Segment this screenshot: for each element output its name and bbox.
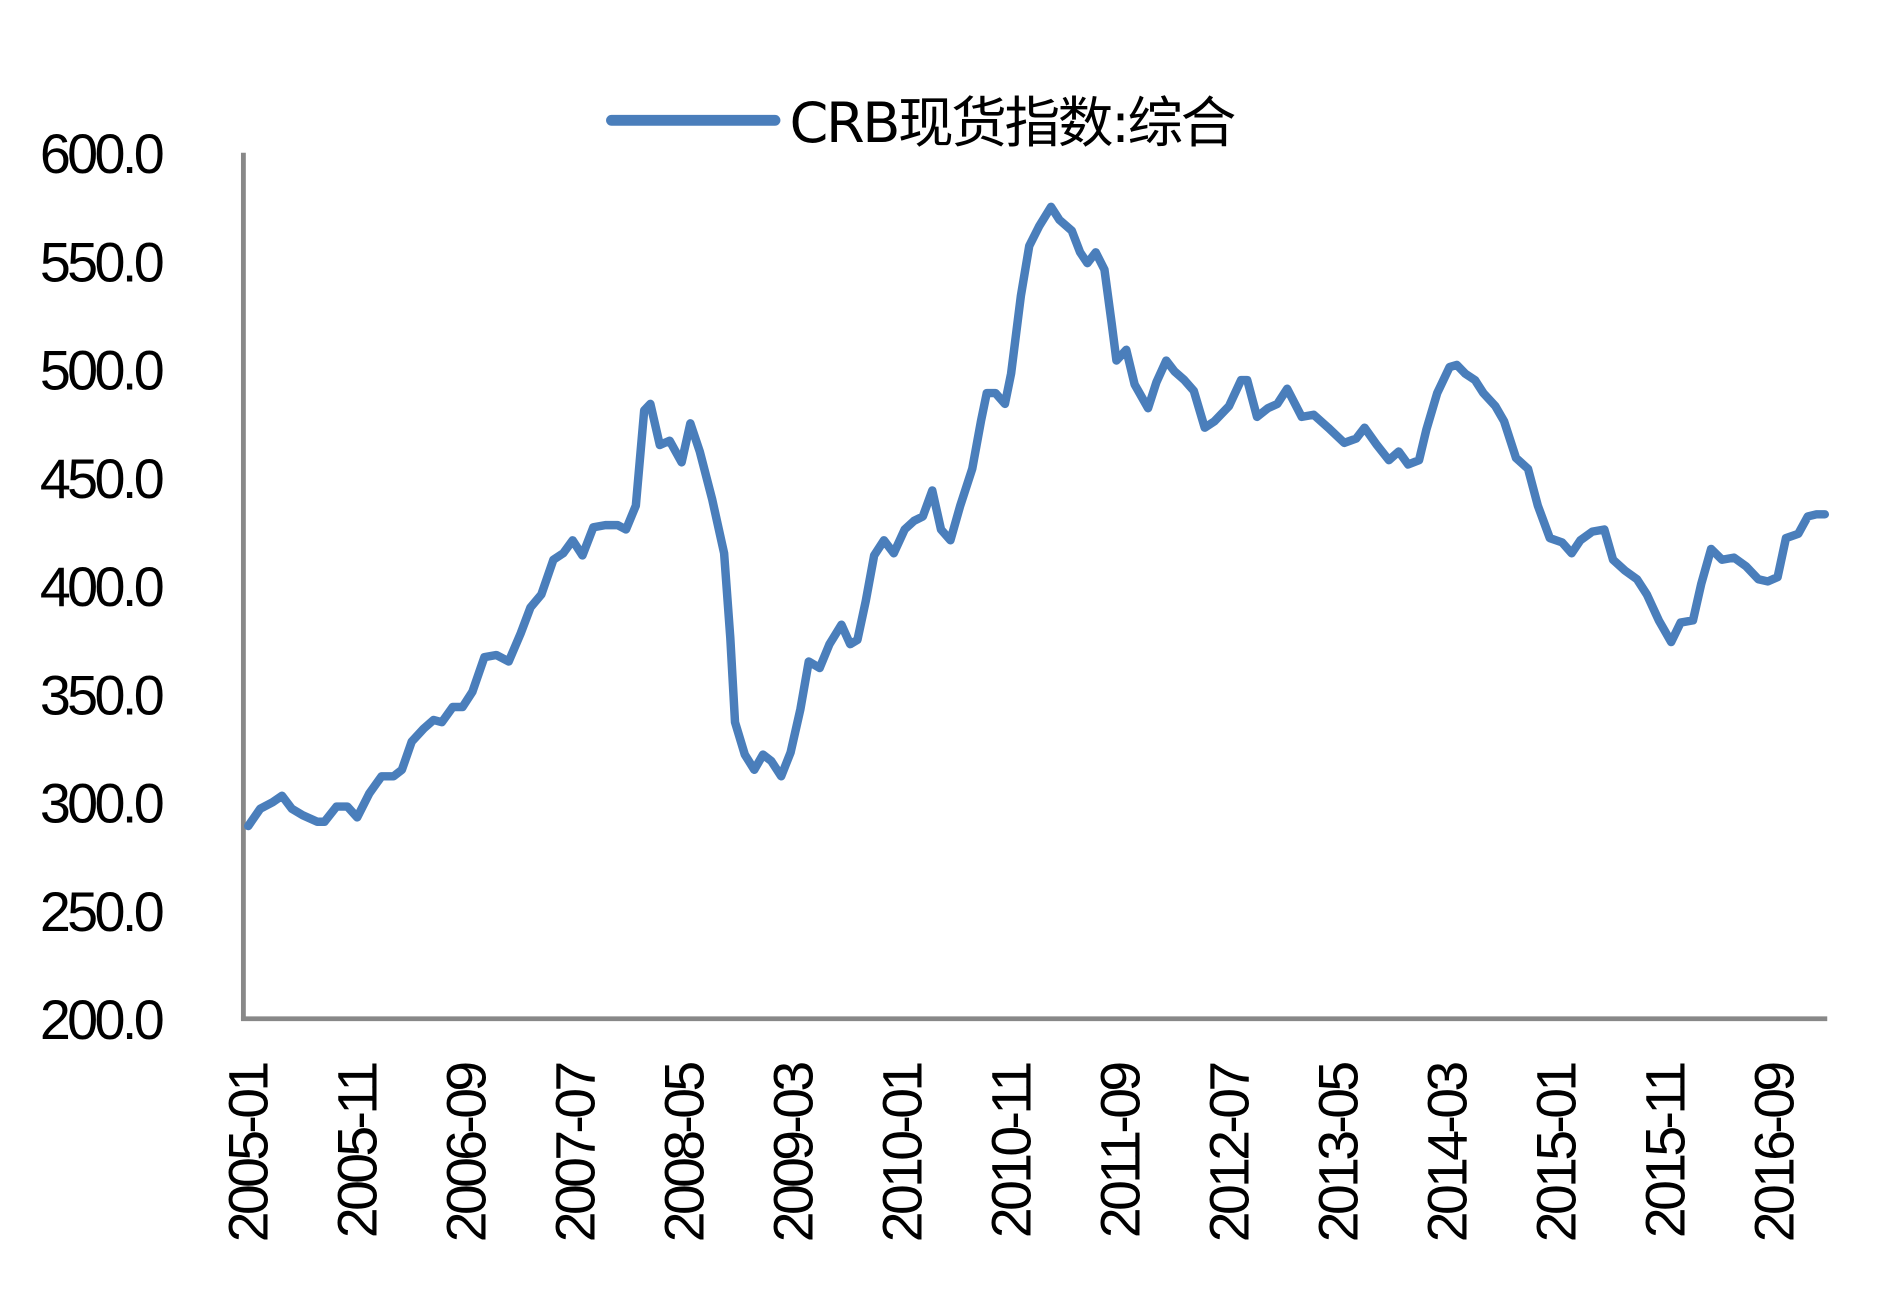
x-tick-label: 2015-11 xyxy=(1634,1063,1696,1238)
x-tick-label: 2010-01 xyxy=(871,1063,933,1242)
x-tick-label: 2011-09 xyxy=(1089,1063,1151,1238)
x-tick-label: 2010-11 xyxy=(980,1063,1042,1238)
x-tick-label: 2005-01 xyxy=(217,1063,279,1242)
y-tick-label: 300.0 xyxy=(40,773,163,835)
x-axis-ticks: 2005-01 2005-11 2006-09 2007-07 2008-05 2009-… xyxy=(217,1063,1805,1242)
y-tick-label: 600.0 xyxy=(40,123,163,185)
x-tick-label: 2015-01 xyxy=(1525,1063,1587,1242)
y-tick-label: 200.0 xyxy=(40,989,163,1051)
x-tick-label: 2012-07 xyxy=(1198,1063,1260,1242)
legend: CRB现货指数:综合 xyxy=(606,91,1237,156)
x-tick-label: 2016-09 xyxy=(1743,1063,1805,1242)
y-axis-ticks: 200.0 250.0 300.0 350.0 400.0 450.0 500.0 550.0… xyxy=(40,123,167,1051)
y-tick-label: 250.0 xyxy=(40,881,163,943)
y-tick-label: 500.0 xyxy=(40,340,163,402)
series-line-crb-spot-index xyxy=(243,202,1830,831)
y-tick-label: 350.0 xyxy=(40,665,163,727)
x-tick-label: 2006-09 xyxy=(435,1063,497,1242)
x-tick-label: 2013-05 xyxy=(1307,1063,1369,1242)
legend-label: CRB现货指数:综合 xyxy=(790,91,1235,156)
y-tick-label: 400.0 xyxy=(40,556,163,618)
y-tick-label: 550.0 xyxy=(40,232,163,294)
x-tick-label: 2007-07 xyxy=(544,1063,606,1242)
x-tick-label: 2008-05 xyxy=(653,1063,715,1242)
x-tick-label: 2014-03 xyxy=(1416,1063,1478,1242)
y-tick-label: 450.0 xyxy=(40,448,163,510)
x-tick-label: 2009-03 xyxy=(762,1063,824,1242)
x-tick-label: 2005-11 xyxy=(326,1063,388,1238)
